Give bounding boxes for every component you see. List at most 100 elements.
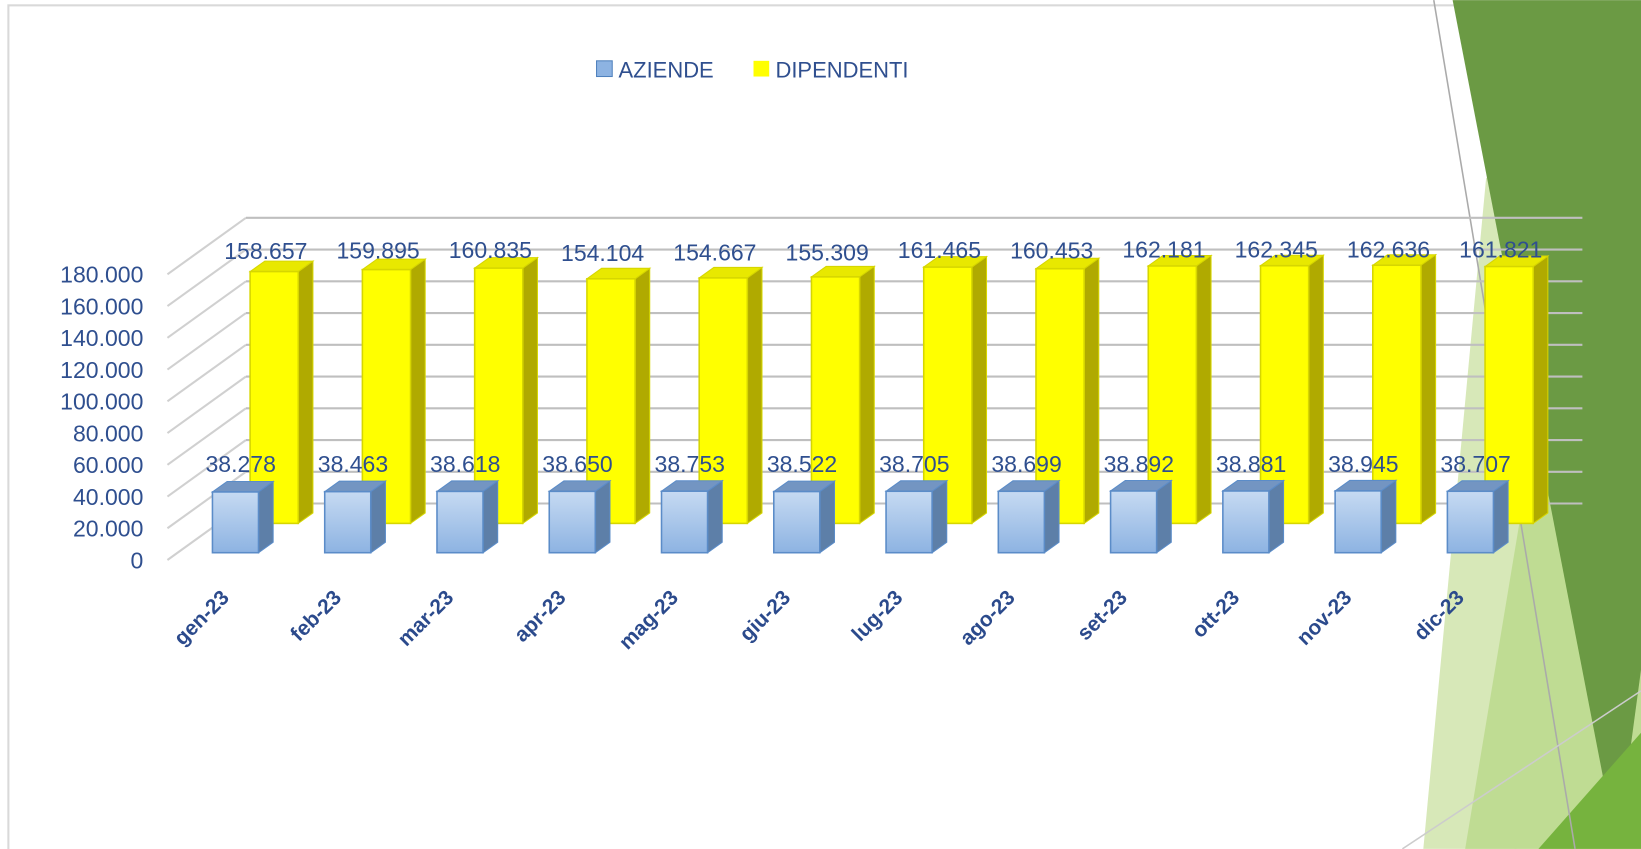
value-label: 38.618 xyxy=(430,451,500,477)
bar-front xyxy=(1447,491,1493,552)
bar-side xyxy=(932,481,947,553)
value-label: 38.881 xyxy=(1216,451,1286,477)
value-label: 38.892 xyxy=(1104,451,1174,477)
bar-side xyxy=(635,268,650,523)
value-label: 38.522 xyxy=(767,451,837,477)
x-tick-label: set-23 xyxy=(1073,586,1132,645)
bar-front xyxy=(1223,491,1269,553)
grid-line xyxy=(167,377,245,434)
bar-side xyxy=(1157,481,1172,553)
bar xyxy=(774,481,835,553)
y-tick-label: 60.000 xyxy=(73,452,143,478)
bar-side xyxy=(1493,481,1508,553)
legend-swatch xyxy=(754,61,770,77)
y-tick-label: 160.000 xyxy=(60,293,143,319)
legend-label: AZIENDE xyxy=(619,58,714,83)
x-tick-label: mar-23 xyxy=(394,586,459,651)
x-tick-label: ago-23 xyxy=(956,586,1020,650)
bar-side xyxy=(1533,256,1548,523)
bar-front xyxy=(549,491,595,552)
bar-side xyxy=(298,261,313,523)
bar-side xyxy=(1309,255,1324,523)
bar xyxy=(662,481,723,553)
x-tick-label: apr-23 xyxy=(510,586,571,647)
value-label: 160.835 xyxy=(449,237,532,263)
x-tick-label: feb-23 xyxy=(286,586,346,646)
y-tick-label: 80.000 xyxy=(73,420,143,446)
bar xyxy=(325,481,386,553)
slide: 0 20.000 40.000 60.000 80.000 100.000 120.000 1… xyxy=(0,0,1641,849)
bar-front xyxy=(886,491,932,552)
bar-side xyxy=(1381,480,1396,552)
bar-side xyxy=(972,257,987,524)
bar-side xyxy=(595,481,610,553)
value-label: 38.707 xyxy=(1440,451,1510,477)
bar-side xyxy=(1269,481,1284,553)
bar-front xyxy=(1335,491,1381,553)
value-label: 161.465 xyxy=(898,237,981,263)
value-label: 38.945 xyxy=(1328,451,1398,477)
y-tick-label: 140.000 xyxy=(60,325,143,351)
value-label: 154.104 xyxy=(561,240,644,266)
bar-front xyxy=(774,492,820,553)
x-tick-label: nov-23 xyxy=(1292,586,1356,650)
bar xyxy=(1223,481,1284,553)
value-label: 155.309 xyxy=(786,239,869,265)
y-tick-label: 120.000 xyxy=(60,357,143,383)
value-label: 162.636 xyxy=(1347,236,1430,262)
bar-side xyxy=(1421,255,1436,524)
value-label: 159.895 xyxy=(336,237,419,263)
value-label: 158.657 xyxy=(224,238,307,264)
value-label: 38.753 xyxy=(655,451,725,477)
y-tick-label: 0 xyxy=(131,547,144,573)
bar-side xyxy=(483,481,498,553)
bar-side xyxy=(523,258,538,524)
y-tick-label: 100.000 xyxy=(60,389,143,415)
bar xyxy=(1335,480,1396,552)
value-label: 38.699 xyxy=(991,451,1061,477)
value-label: 38.463 xyxy=(318,451,388,477)
grid-line xyxy=(167,345,245,402)
bar-side xyxy=(258,481,273,552)
value-label: 38.278 xyxy=(206,451,276,477)
bar-front xyxy=(325,492,371,553)
x-tick-label: mag-23 xyxy=(615,586,683,654)
bar xyxy=(1111,481,1172,553)
value-label: 161.821 xyxy=(1459,237,1542,263)
bar xyxy=(886,481,947,553)
x-tick-label: lug-23 xyxy=(848,586,908,646)
value-label: 154.667 xyxy=(673,240,756,266)
value-label: 38.650 xyxy=(542,451,612,477)
bar-side xyxy=(411,259,426,523)
value-label: 162.181 xyxy=(1122,237,1205,263)
bar xyxy=(1447,481,1508,553)
legend-label: DIPENDENTI xyxy=(775,58,908,83)
bar-side xyxy=(747,267,762,523)
y-tick-label: 40.000 xyxy=(73,484,143,510)
bar xyxy=(212,481,273,552)
bar xyxy=(437,481,498,553)
bar-front xyxy=(998,491,1044,552)
grid-line xyxy=(167,313,245,370)
bar-side xyxy=(820,481,835,553)
bar-front xyxy=(437,491,483,552)
bar-front xyxy=(212,492,258,553)
bar xyxy=(998,481,1059,553)
bar-side xyxy=(1196,256,1211,524)
legend-swatch xyxy=(597,61,613,77)
x-tick-label: ott-23 xyxy=(1188,586,1245,643)
bar xyxy=(549,481,610,553)
bar-front xyxy=(662,491,708,553)
bar-side xyxy=(1044,481,1059,553)
y-tick-label: 180.000 xyxy=(60,262,143,288)
bar-side xyxy=(708,481,723,553)
bar-side xyxy=(860,266,875,523)
bar-side xyxy=(371,481,386,553)
grid-line xyxy=(167,281,245,338)
value-label: 38.705 xyxy=(879,451,949,477)
value-label: 162.345 xyxy=(1235,237,1318,263)
y-tick-label: 20.000 xyxy=(73,516,143,542)
value-label: 160.453 xyxy=(1010,237,1093,263)
bar-side xyxy=(1084,258,1099,523)
bar-front xyxy=(1111,491,1157,553)
